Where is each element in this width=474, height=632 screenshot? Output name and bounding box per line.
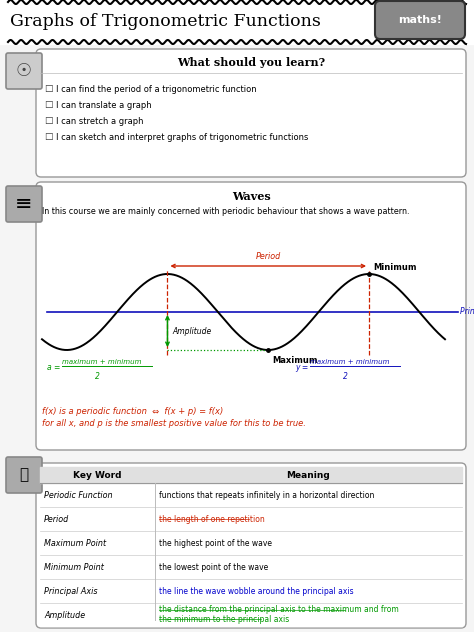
Bar [0, 0, 474, 44]
Text: I can find the period of a trigonometric function: I can find the period of a trigonometric… [56, 85, 256, 94]
FancyBboxPatch shape [6, 457, 42, 493]
Text: the length of one repetition: the length of one repetition [159, 514, 265, 523]
Text: y =: y = [295, 363, 308, 372]
Text: Periodic Function: Periodic Function [44, 490, 113, 499]
Text: Meaning: Meaning [287, 470, 330, 480]
Text: for all x, and p is the smallest positive value for this to be true.: for all x, and p is the smallest positiv… [42, 420, 306, 428]
Text: Period: Period [255, 252, 281, 261]
Text: Principal Axis: Principal Axis [460, 308, 474, 317]
Text: 2: 2 [94, 372, 100, 381]
Text: 2: 2 [343, 372, 347, 381]
Text: ☉: ☉ [16, 62, 32, 80]
Text: Period: Period [44, 514, 69, 523]
Text: Maximum: Maximum [272, 356, 318, 365]
Text: the highest point of the wave: the highest point of the wave [159, 538, 272, 547]
FancyBboxPatch shape [36, 463, 466, 628]
Text: a =: a = [47, 363, 60, 372]
Text: maths!: maths! [398, 15, 442, 25]
Text: Graphs of Trigonometric Functions: Graphs of Trigonometric Functions [10, 13, 321, 30]
Text: Principal Axis: Principal Axis [44, 586, 98, 595]
Text: □: □ [44, 116, 53, 126]
Text: functions that repeats infinitely in a horizontal direction: functions that repeats infinitely in a h… [159, 490, 374, 499]
Text: Key Word: Key Word [73, 470, 122, 480]
Text: □: □ [44, 85, 53, 94]
Bar [40, 467, 462, 483]
Text: Minimum Point: Minimum Point [44, 562, 104, 571]
Text: ≡: ≡ [15, 194, 33, 214]
Text: the lowest point of the wave: the lowest point of the wave [159, 562, 268, 571]
Text: f(x) is a periodic function  ⇔  f(x + p) = f(x): f(x) is a periodic function ⇔ f(x + p) =… [42, 408, 223, 416]
Text: the distance from the principal axis to the maximum and from: the distance from the principal axis to … [159, 605, 399, 614]
Text: Amplitude: Amplitude [173, 327, 212, 336]
Text: I can stretch a graph: I can stretch a graph [56, 116, 144, 126]
Text: In this course we are mainly concerned with periodic behaviour that shows a wave: In this course we are mainly concerned w… [42, 207, 410, 217]
Text: What should you learn?: What should you learn? [177, 58, 325, 68]
FancyBboxPatch shape [6, 53, 42, 89]
Text: □: □ [44, 133, 53, 142]
Text: the line the wave wobble around the principal axis: the line the wave wobble around the prin… [159, 586, 354, 595]
FancyBboxPatch shape [6, 186, 42, 222]
FancyBboxPatch shape [375, 1, 465, 39]
Text: Maximum Point: Maximum Point [44, 538, 106, 547]
Text: □: □ [44, 100, 53, 109]
Text: Waves: Waves [232, 190, 270, 202]
Text: Minimum: Minimum [373, 263, 417, 272]
Text: the minimum to the principal axis: the minimum to the principal axis [159, 614, 289, 624]
Text: maximum + minimum: maximum + minimum [310, 359, 390, 365]
FancyBboxPatch shape [36, 182, 466, 450]
Text: Amplitude: Amplitude [44, 611, 85, 619]
FancyBboxPatch shape [36, 49, 466, 177]
Text: I can translate a graph: I can translate a graph [56, 100, 152, 109]
Text: I can sketch and interpret graphs of trigonometric functions: I can sketch and interpret graphs of tri… [56, 133, 309, 142]
Text: maximum + minimum: maximum + minimum [62, 359, 142, 365]
Text: 🔑: 🔑 [19, 468, 28, 482]
